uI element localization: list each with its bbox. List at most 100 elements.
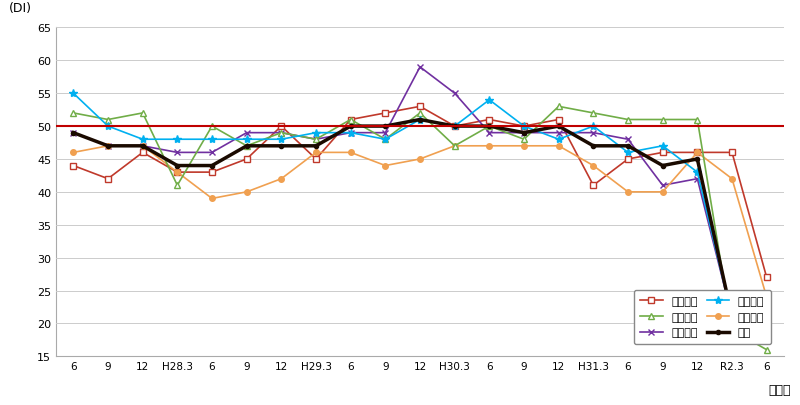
全県 (277, 144, 286, 149)
鹿行地域 (69, 131, 78, 136)
鹿行地域 (519, 131, 529, 136)
県北地域 (450, 124, 459, 129)
県央地域 (103, 118, 113, 123)
Line: 県央地域: 県央地域 (70, 104, 770, 353)
全県 (554, 124, 563, 129)
県央地域 (277, 131, 286, 136)
Legend: 県北地域, 県央地域, 鹿行地域, 県南地域, 県西地域, 全県: 県北地域, 県央地域, 鹿行地域, 県南地域, 県西地域, 全県 (634, 290, 771, 344)
鹿行地域 (103, 144, 113, 149)
全県 (762, 301, 771, 306)
県西地域 (727, 177, 737, 182)
県央地域 (485, 124, 494, 129)
県西地域 (103, 144, 113, 149)
県南地域 (762, 295, 771, 300)
県南地域 (693, 170, 702, 175)
全県 (173, 164, 182, 168)
鹿行地域 (450, 92, 459, 96)
県南地域 (381, 137, 390, 142)
鹿行地域 (727, 315, 737, 320)
県央地域 (381, 137, 390, 142)
鹿行地域 (415, 65, 425, 70)
県西地域 (207, 196, 217, 201)
県央地域 (693, 118, 702, 123)
Text: (DI): (DI) (9, 2, 32, 15)
県北地域 (693, 151, 702, 156)
県南地域 (727, 315, 737, 320)
県南地域 (138, 137, 147, 142)
県北地域 (69, 164, 78, 168)
県央地域 (173, 183, 182, 188)
県西地域 (311, 151, 321, 156)
県南地域 (103, 124, 113, 129)
県西地域 (242, 190, 251, 195)
県西地域 (69, 151, 78, 156)
県南地域 (589, 124, 598, 129)
県北地域 (381, 111, 390, 116)
県央地域 (207, 124, 217, 129)
全県 (311, 144, 321, 149)
Line: 県西地域: 県西地域 (70, 144, 770, 300)
県南地域 (277, 137, 286, 142)
県央地域 (415, 111, 425, 116)
県南地域 (69, 92, 78, 96)
県北地域 (207, 170, 217, 175)
全県 (727, 315, 737, 320)
県南地域 (311, 131, 321, 136)
県西地域 (381, 164, 390, 168)
県北地域 (519, 124, 529, 129)
鹿行地域 (623, 137, 633, 142)
Line: 全県: 全県 (71, 118, 769, 319)
県北地域 (623, 157, 633, 162)
県央地域 (762, 347, 771, 352)
Line: 県北地域: 県北地域 (70, 104, 770, 280)
県央地域 (346, 118, 355, 123)
県北地域 (485, 118, 494, 123)
県西地域 (519, 144, 529, 149)
県北地域 (727, 151, 737, 156)
県南地域 (519, 124, 529, 129)
県西地域 (450, 144, 459, 149)
県西地域 (415, 157, 425, 162)
県西地域 (138, 144, 147, 149)
全県 (242, 144, 251, 149)
県北地域 (346, 118, 355, 123)
県北地域 (311, 157, 321, 162)
県西地域 (589, 164, 598, 168)
鹿行地域 (381, 131, 390, 136)
県西地域 (762, 295, 771, 300)
県西地域 (173, 170, 182, 175)
県央地域 (554, 104, 563, 109)
県央地域 (519, 137, 529, 142)
県央地域 (138, 111, 147, 116)
全県 (415, 118, 425, 123)
全県 (693, 157, 702, 162)
県西地域 (346, 151, 355, 156)
県西地域 (485, 144, 494, 149)
Line: 県南地域: 県南地域 (69, 90, 771, 321)
県央地域 (589, 111, 598, 116)
全県 (623, 144, 633, 149)
県南地域 (242, 137, 251, 142)
県央地域 (450, 144, 459, 149)
県南地域 (658, 144, 667, 149)
鹿行地域 (693, 177, 702, 182)
県西地域 (554, 144, 563, 149)
鹿行地域 (138, 144, 147, 149)
鹿行地域 (207, 151, 217, 156)
全県 (346, 124, 355, 129)
県央地域 (311, 137, 321, 142)
全県 (207, 164, 217, 168)
全県 (381, 124, 390, 129)
鹿行地域 (311, 137, 321, 142)
県西地域 (623, 190, 633, 195)
鹿行地域 (589, 131, 598, 136)
県北地域 (762, 275, 771, 280)
鹿行地域 (485, 131, 494, 136)
全県 (450, 124, 459, 129)
Line: 鹿行地域: 鹿行地域 (70, 64, 770, 320)
県南地域 (554, 137, 563, 142)
県央地域 (658, 118, 667, 123)
Text: （月）: （月） (769, 383, 791, 396)
県北地域 (138, 151, 147, 156)
鹿行地域 (762, 295, 771, 300)
